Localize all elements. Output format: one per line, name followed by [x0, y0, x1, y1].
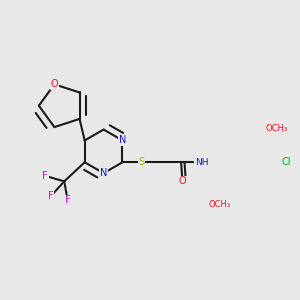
- Text: OCH₃: OCH₃: [266, 124, 288, 133]
- Text: O: O: [178, 176, 186, 186]
- Text: OCH₃: OCH₃: [208, 200, 230, 209]
- Text: Cl: Cl: [281, 157, 291, 167]
- Text: F: F: [48, 191, 53, 201]
- Text: N: N: [119, 136, 126, 146]
- Text: NH: NH: [195, 158, 208, 167]
- Text: N: N: [100, 168, 107, 178]
- Text: F: F: [65, 195, 70, 206]
- Text: F: F: [42, 171, 48, 181]
- Text: O: O: [51, 79, 58, 89]
- Text: S: S: [139, 157, 145, 167]
